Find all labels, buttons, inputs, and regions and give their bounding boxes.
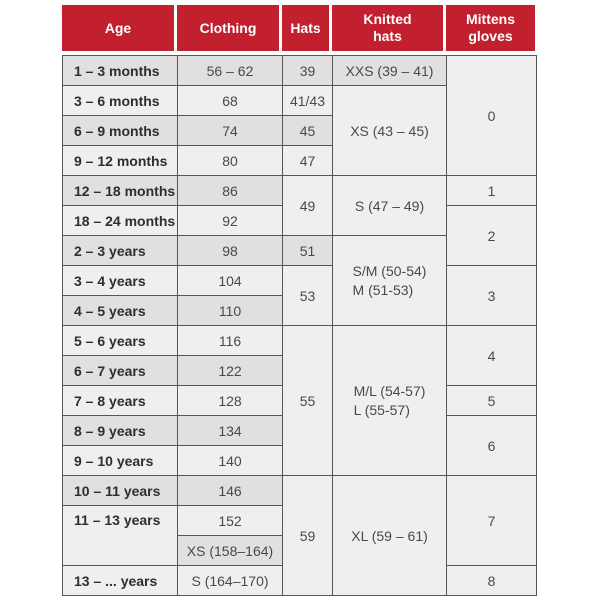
knitted-cell: XL (59 – 61) xyxy=(332,475,447,596)
multiline-size-label: S/M (50-54) M (51-53) xyxy=(352,262,427,298)
age-cell: 18 – 24 months xyxy=(62,205,178,236)
mittens-cell: 7 xyxy=(446,475,537,566)
table-row: 10 – 11 years 146 59 XL (59 – 61) 7 xyxy=(62,475,537,596)
age-cell: 10 – 11 years xyxy=(62,475,178,506)
header-cell-clothing: Clothing xyxy=(177,5,279,51)
clothing-cell: 86 xyxy=(177,175,283,206)
hats-cell: 51 xyxy=(282,235,333,266)
clothing-cell: 74 xyxy=(177,115,283,146)
header-cell-age: Age xyxy=(62,5,174,51)
hats-cell: 47 xyxy=(282,145,333,176)
header-cell-hats: Hats xyxy=(282,5,329,51)
clothing-cell: S (164–170) xyxy=(177,565,283,596)
table-row: 8 – 9 years 134 6 xyxy=(62,415,537,476)
mittens-cell: 5 xyxy=(446,385,537,416)
knitted-cell: S/M (50-54) M (51-53) xyxy=(332,235,447,326)
table-row: 11 – 13 years 152 xyxy=(62,505,537,566)
clothing-cell: 134 xyxy=(177,415,283,446)
age-cell: 6 – 7 years xyxy=(62,355,178,386)
clothing-cell: 128 xyxy=(177,385,283,416)
age-cell: 8 – 9 years xyxy=(62,415,178,446)
clothing-cell: 80 xyxy=(177,145,283,176)
table-row: XS (158–164) xyxy=(63,535,537,566)
clothing-cell: XS (158–164) xyxy=(177,535,283,566)
age-cell: 6 – 9 months xyxy=(62,115,178,146)
table-row: 9 – 12 months 80 47 xyxy=(62,145,537,176)
age-cell: 1 – 3 months xyxy=(62,55,178,86)
table-row: 9 – 10 years 140 xyxy=(62,445,537,476)
hats-cell: 45 xyxy=(282,115,333,146)
multiline-size-label: M/L (54-57) L (55-57) xyxy=(353,382,426,418)
age-cell: 4 – 5 years xyxy=(62,295,178,326)
clothing-cell: 152 xyxy=(177,505,283,536)
clothing-cell: 146 xyxy=(177,475,283,506)
clothing-cell: 110 xyxy=(177,295,283,326)
mittens-cell: 1 xyxy=(446,175,537,206)
table-row: 6 – 9 months 74 45 xyxy=(62,115,537,146)
mittens-cell: 0 xyxy=(446,55,537,176)
table-row: 5 – 6 years 116 55 M/L (54-57) L (55-57) 4 xyxy=(62,325,537,476)
table-row: 3 – 4 years 104 53 3 xyxy=(62,265,537,326)
table-header: Age Clothing Hats Knitted hats Mittens g… xyxy=(62,5,536,51)
header-cell-mittens-gloves: Mittens gloves xyxy=(446,5,535,51)
mittens-cell: 6 xyxy=(446,415,537,476)
hats-cell: 59 xyxy=(282,475,333,596)
age-cell: 12 – 18 months xyxy=(62,175,178,206)
knitted-cell: M/L (54-57) L (55-57) xyxy=(332,325,447,476)
age-cell: 7 – 8 years xyxy=(62,385,178,416)
mittens-cell: 2 xyxy=(446,205,537,266)
clothing-cell: 56 – 62 xyxy=(177,55,283,86)
knitted-cell: S (47 – 49) xyxy=(332,175,447,236)
age-cell: 5 – 6 years xyxy=(62,325,178,356)
clothing-cell: 104 xyxy=(177,265,283,296)
hats-cell: 39 xyxy=(282,55,333,86)
table-row: 18 – 24 months 92 2 xyxy=(62,205,537,266)
age-cell: 11 – 13 years xyxy=(62,505,178,566)
size-chart-table: 1 – 3 months 56 – 62 39 XXS (39 – 41) 0 3 – 6… xyxy=(62,55,537,596)
mittens-cell: 4 xyxy=(446,325,537,386)
age-cell: 3 – 6 months xyxy=(62,85,178,116)
size-chart: Age Clothing Hats Knitted hats Mittens g… xyxy=(62,5,537,596)
table-row: 6 – 7 years 122 xyxy=(62,355,537,386)
age-cell: 9 – 12 months xyxy=(62,145,178,176)
knitted-cell: XS (43 – 45) xyxy=(332,85,447,176)
mittens-cell: 8 xyxy=(446,565,537,596)
table-row: 12 – 18 months 86 49 S (47 – 49) 1 xyxy=(62,175,537,236)
clothing-cell: 92 xyxy=(177,205,283,236)
mittens-cell: 3 xyxy=(446,265,537,326)
clothing-cell: 122 xyxy=(177,355,283,386)
knitted-cell: XXS (39 – 41) xyxy=(332,55,447,86)
table-row: 1 – 3 months 56 – 62 39 XXS (39 – 41) 0 xyxy=(62,55,537,176)
table-row: 3 – 6 months 68 41/43 XS (43 – 45) xyxy=(62,85,537,176)
age-cell: 2 – 3 years xyxy=(62,235,178,266)
clothing-cell: 140 xyxy=(177,445,283,476)
size-chart-body: 1 – 3 months 56 – 62 39 XXS (39 – 41) 0 3 – 6… xyxy=(62,55,537,596)
table-row: 4 – 5 years 110 xyxy=(62,295,537,326)
age-cell: 13 – ... years xyxy=(62,565,178,596)
clothing-cell: 68 xyxy=(177,85,283,116)
clothing-cell: 98 xyxy=(177,235,283,266)
header-cell-knitted-hats: Knitted hats xyxy=(332,5,443,51)
table-row: 13 – ... years S (164–170) 8 xyxy=(62,565,537,596)
hats-cell: 55 xyxy=(282,325,333,476)
age-cell: 3 – 4 years xyxy=(62,265,178,296)
hats-cell: 53 xyxy=(282,265,333,326)
clothing-cell: 116 xyxy=(177,325,283,356)
hats-cell: 41/43 xyxy=(282,85,333,116)
age-cell: 9 – 10 years xyxy=(62,445,178,476)
hats-cell: 49 xyxy=(282,175,333,236)
